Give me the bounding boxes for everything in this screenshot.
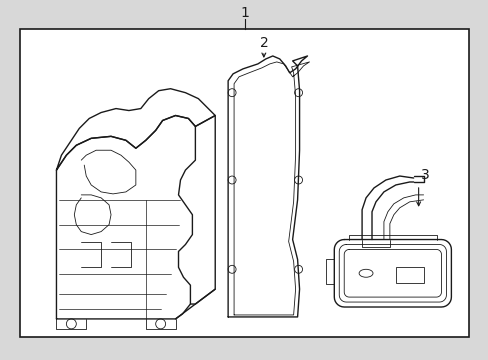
Bar (395, 267, 423, 283)
Text: 2: 2 (260, 36, 269, 50)
FancyBboxPatch shape (20, 29, 468, 337)
Text: 3: 3 (420, 168, 429, 182)
Text: 1: 1 (240, 6, 249, 20)
